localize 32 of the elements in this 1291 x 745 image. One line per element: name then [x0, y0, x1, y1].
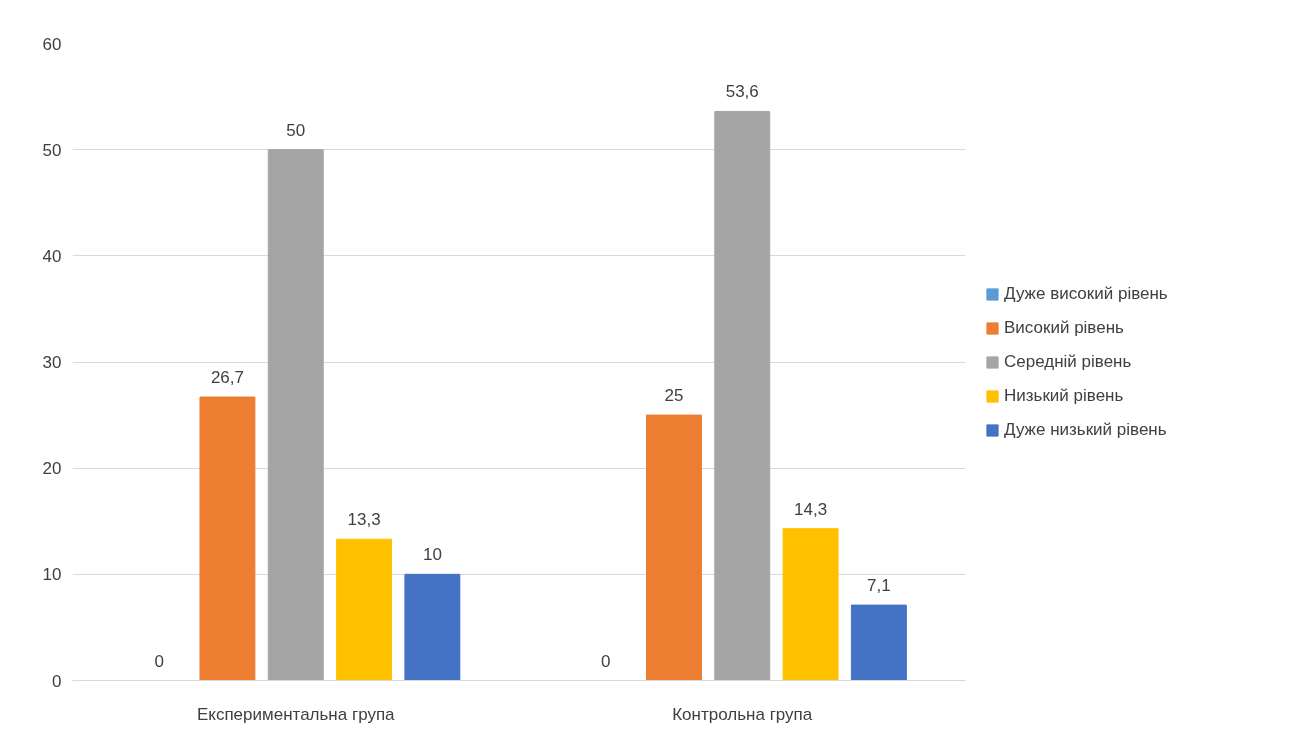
data-label: 50	[286, 120, 306, 140]
bar	[782, 528, 839, 681]
bar	[645, 414, 702, 681]
bar	[850, 604, 907, 681]
y-tick-label: 30	[42, 353, 62, 372]
bar	[267, 149, 324, 681]
legend-label: Дуже високий рівень	[1004, 283, 1168, 304]
bar	[714, 110, 771, 681]
x-tick-label: Експериментальна група	[196, 704, 396, 724]
legend-label: Високий рівень	[1004, 317, 1124, 338]
bar	[336, 538, 393, 681]
legend-label: Середній рівень	[1004, 351, 1132, 372]
y-tick-label: 20	[42, 459, 62, 479]
data-label: 0	[600, 651, 611, 671]
data-label: 13,3	[347, 510, 381, 530]
data-label: 10	[422, 545, 442, 565]
data-label: 0	[154, 651, 164, 671]
data-label: 26,7	[210, 368, 244, 388]
bar	[404, 573, 461, 681]
data-label: 25	[664, 386, 684, 406]
y-tick-label: 60	[42, 34, 62, 54]
legend-label: Низький рівень	[1004, 385, 1124, 406]
legend-label: Дуже низький рівень	[1004, 419, 1167, 440]
bar	[199, 396, 256, 681]
y-tick-label: 40	[42, 246, 62, 266]
y-tick-label: 50	[42, 140, 62, 160]
x-tick-label: Контрольна група	[672, 704, 813, 724]
data-label: 53,6	[725, 82, 759, 102]
y-tick-label: 10	[42, 565, 62, 585]
y-tick-label: 0	[52, 671, 62, 691]
data-label: 7,1	[867, 576, 891, 596]
data-label: 14,3	[794, 499, 828, 519]
